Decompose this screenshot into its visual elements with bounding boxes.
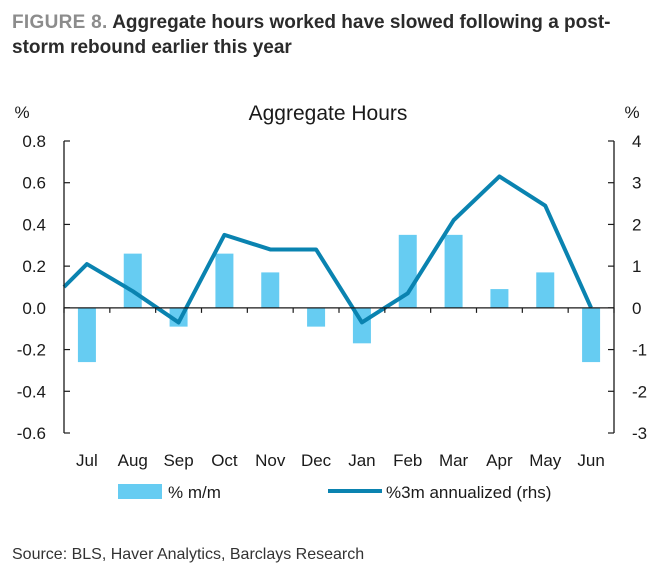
- series-line: [62, 174, 593, 325]
- x-tick-label: Dec: [301, 451, 332, 470]
- x-tick-label: May: [529, 451, 562, 470]
- left-tick-label: -0.2: [17, 341, 46, 360]
- plot-area: 0.8 0.6 0.4 0.2 0.0 -0.2 -0.4 -0.6 4 3 2 1 0 -1 -2 -3 Ju…: [17, 132, 647, 470]
- left-tick-label: 0.4: [22, 215, 46, 234]
- x-tick-label: Aug: [118, 451, 148, 470]
- x-tick-label: Mar: [439, 451, 469, 470]
- x-tick-label: Jul: [76, 451, 98, 470]
- aggregate-hours-chart: Aggregate Hours % % 0.8 0.6 0.4 0.2 0.0 -0.2 -…: [14, 102, 647, 502]
- right-tick-label: -1: [632, 341, 647, 360]
- x-tick-label: Jan: [348, 451, 375, 470]
- bar: [582, 307, 601, 363]
- bar: [261, 272, 280, 308]
- legend-bar-swatch: [118, 484, 162, 499]
- source-note: Source: BLS, Haver Analytics, Barclays R…: [12, 546, 365, 563]
- bar: [307, 307, 326, 327]
- figure-label: FIGURE 8.: [12, 12, 108, 33]
- left-tick-label: 0.2: [22, 257, 46, 276]
- right-tick-label: 1: [632, 257, 641, 276]
- x-tick-label: Jun: [577, 451, 604, 470]
- left-tick-label: 0.0: [22, 299, 46, 318]
- figure-title: FIGURE 8. Aggregate hours worked have sl…: [12, 10, 652, 60]
- right-tick-label: 0: [632, 299, 641, 318]
- left-tick-label: 0.6: [22, 174, 46, 193]
- right-tick-label: 4: [632, 132, 641, 151]
- legend-bar-label: % m/m: [168, 483, 221, 502]
- bar: [123, 253, 142, 308]
- bar: [490, 289, 509, 308]
- x-tick-label: Sep: [163, 451, 193, 470]
- legend-line-label: %3m annualized (rhs): [386, 483, 551, 502]
- bar: [444, 234, 463, 308]
- bar: [215, 253, 234, 308]
- chart-title: Aggregate Hours: [249, 102, 408, 125]
- left-tick-label: -0.4: [17, 382, 46, 401]
- figure-title-text: Aggregate hours worked have slowed follo…: [12, 12, 611, 58]
- x-tick-label: Apr: [486, 451, 513, 470]
- left-tick-label: 0.8: [22, 132, 46, 151]
- left-axis-unit: %: [14, 103, 29, 122]
- right-tick-label: 3: [632, 174, 641, 193]
- x-tick-label: Nov: [255, 451, 286, 470]
- x-tick-label: Oct: [211, 451, 238, 470]
- left-tick-label: -0.6: [17, 424, 46, 443]
- legend: % m/m %3m annualized (rhs): [118, 483, 551, 502]
- right-tick-label: -3: [632, 424, 647, 443]
- right-axis-unit: %: [624, 103, 639, 122]
- x-tick-label: Feb: [393, 451, 422, 470]
- bar: [77, 307, 96, 363]
- right-tick-label: -2: [632, 382, 647, 401]
- right-tick-label: 2: [632, 215, 641, 234]
- bar: [536, 272, 555, 308]
